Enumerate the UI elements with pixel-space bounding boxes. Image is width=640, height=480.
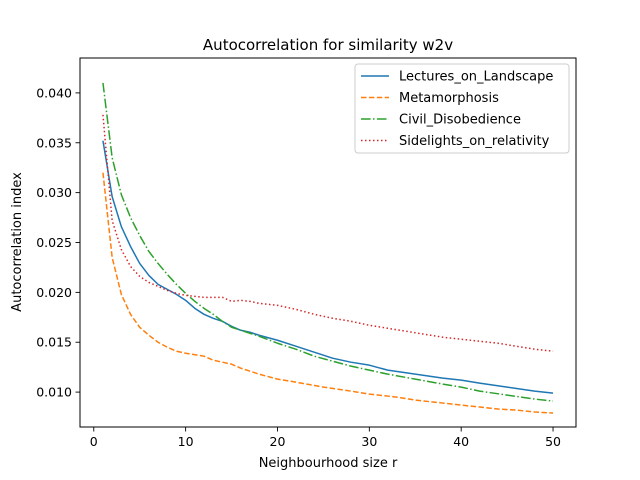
legend-box xyxy=(354,63,570,154)
y-tick-label: 0.035 xyxy=(36,135,72,150)
y-tick-label: 0.040 xyxy=(36,85,72,100)
legend-label: Sidelights_on_relativity xyxy=(399,134,550,149)
series-line-3 xyxy=(102,82,554,402)
y-tick-label: 0.025 xyxy=(36,235,72,250)
series-layer xyxy=(102,82,554,414)
x-tick-label: 0 xyxy=(90,434,98,449)
chart-title: Autocorrelation for similarity w2v xyxy=(203,36,453,54)
y-axis-title: Autocorrelation index xyxy=(10,172,25,312)
y-tick-label: 0.015 xyxy=(36,335,72,350)
x-tick-label: 30 xyxy=(361,434,377,449)
y-tick-label: 0.030 xyxy=(36,185,72,200)
y-axis: 0.010 0.015 0.020 0.025 0.030 0.035 0.040 xyxy=(36,85,80,400)
legend-label: Metamorphosis xyxy=(399,91,499,106)
x-tick-label: 10 xyxy=(178,434,194,449)
x-axis-title: Neighbourhood size r xyxy=(259,456,398,471)
legend-label: Lectures_on_Landscape xyxy=(399,70,553,85)
legend: Lectures_on_Landscape Metamorphosis Civil_… xyxy=(354,63,570,154)
x-tick-label: 20 xyxy=(270,434,286,449)
y-tick-label: 0.010 xyxy=(36,385,72,400)
series-line-2 xyxy=(102,172,554,414)
y-tick-label: 0.020 xyxy=(36,285,72,300)
x-axis: 0 10 20 30 40 50 xyxy=(90,427,561,449)
legend-label: Civil_Disobedience xyxy=(399,113,521,128)
x-tick-label: 50 xyxy=(545,434,561,449)
series-line-4 xyxy=(102,114,554,352)
x-tick-label: 40 xyxy=(453,434,469,449)
